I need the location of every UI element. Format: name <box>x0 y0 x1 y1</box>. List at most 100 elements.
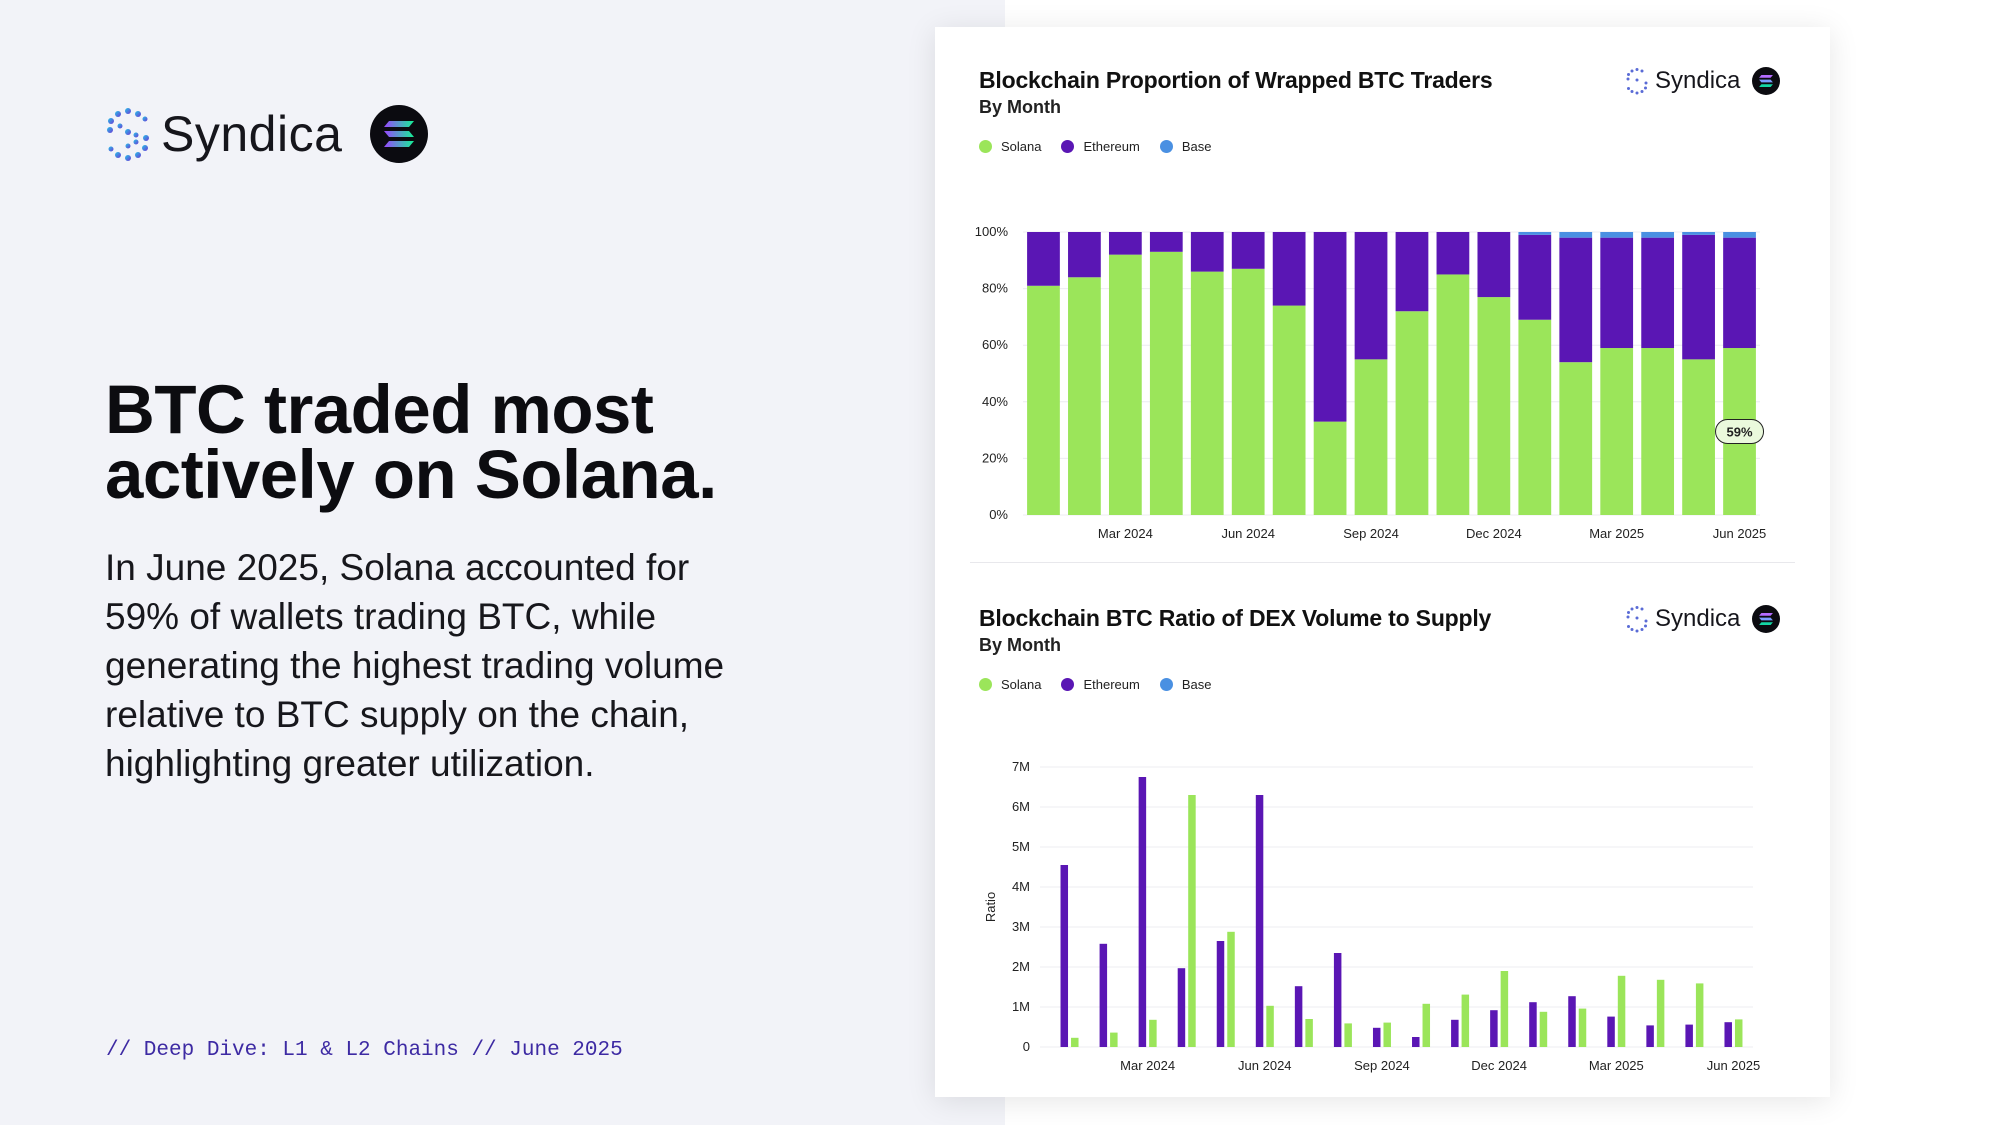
chart2-grouped-bar: 0 1M 2M 3M 4M 5M 6M 7M Ratio Mar 2024 Jun 2024 Sep … <box>983 759 1761 1073</box>
bar-base <box>1641 232 1675 238</box>
bar-base <box>1559 232 1593 238</box>
bar-ethereum <box>1099 943 1108 1047</box>
x-tick-label: Jun 2025 <box>1713 526 1767 541</box>
bar-solana <box>1227 931 1235 1047</box>
charts-card: Blockchain Proportion of Wrapped BTC Tra… <box>935 27 1830 1097</box>
bar-base <box>1600 232 1634 238</box>
bar-solana <box>1266 1005 1274 1047</box>
y-tick-label: 3M <box>1012 919 1030 934</box>
bar-ethereum <box>1333 953 1342 1047</box>
bar-ethereum <box>1216 941 1225 1047</box>
bar-solana <box>1027 285 1060 515</box>
chart1-legend: Solana Ethereum Base <box>979 139 1232 154</box>
bar-ethereum <box>1255 795 1264 1047</box>
syndica-logo-icon <box>1626 606 1648 633</box>
bar-ethereum <box>1412 1037 1420 1047</box>
bar-solana <box>1108 254 1142 515</box>
headline-line-1: BTC traded most <box>105 371 654 448</box>
bar-solana <box>1305 1019 1313 1047</box>
bar-solana <box>1395 311 1429 515</box>
bar-ethereum <box>1231 232 1265 269</box>
x-tick-label: Dec 2024 <box>1466 526 1522 541</box>
bar-ethereum <box>1607 1016 1615 1047</box>
legend-dot-solana <box>979 678 992 691</box>
bar-solana <box>1068 277 1101 515</box>
x-tick-label: Sep 2024 <box>1354 1058 1410 1073</box>
chart2-brand-name: Syndica <box>1655 605 1741 632</box>
y-axis-label: Ratio <box>983 892 998 922</box>
bar-ethereum <box>1372 1027 1381 1047</box>
x-tick-label: Mar 2024 <box>1098 526 1153 541</box>
bar-ethereum <box>1149 232 1183 252</box>
bar-ethereum <box>1477 232 1511 298</box>
bar-ethereum <box>1313 232 1347 422</box>
legend-item-base: Base <box>1159 677 1212 692</box>
bar-ethereum <box>1559 237 1593 363</box>
body-paragraph: In June 2025, Solana accounted for 59% o… <box>105 547 725 784</box>
bar-solana <box>1344 1023 1352 1047</box>
bar-base <box>1723 232 1756 238</box>
x-tick-label: Jun 2024 <box>1221 526 1275 541</box>
legend-item-ethereum: Ethereum <box>1061 677 1140 692</box>
bar-ethereum <box>1068 232 1101 278</box>
annotation-pill <box>1715 419 1765 445</box>
legend-dot-solana <box>979 140 992 153</box>
bar-solana <box>1641 348 1675 515</box>
bar-solana <box>1477 297 1511 515</box>
y-tick-label: 4M <box>1012 879 1030 894</box>
annotation-label: 59% <box>1727 425 1753 440</box>
bar-solana <box>1539 1011 1548 1047</box>
bar-solana <box>1656 979 1665 1047</box>
bar-base <box>1518 232 1552 235</box>
bar-ethereum <box>1177 968 1186 1047</box>
syndica-logo-icon <box>107 108 149 161</box>
legend-label: Solana <box>1001 139 1042 154</box>
bar-ethereum <box>1060 865 1069 1047</box>
bar-solana <box>1617 975 1626 1047</box>
bar-ethereum <box>1490 1010 1498 1047</box>
chart1-brand: Syndica <box>1625 67 1781 95</box>
headline: BTC traded most actively on Solana. <box>105 371 805 509</box>
bar-ethereum <box>1685 1024 1693 1047</box>
y-tick-label: 20% <box>982 450 1008 465</box>
legend-item-solana: Solana <box>979 677 1041 692</box>
bar-solana <box>1149 251 1183 515</box>
x-tick-label: Mar 2024 <box>1120 1058 1175 1073</box>
bar-ethereum <box>1451 1019 1459 1047</box>
bar-solana <box>1559 362 1593 515</box>
legend-dot-ethereum <box>1061 140 1075 153</box>
bar-ethereum <box>1436 232 1470 275</box>
bar-solana <box>1436 274 1470 515</box>
syndica-logo-icon <box>1626 68 1648 95</box>
bar-ethereum <box>1724 1022 1732 1047</box>
legend-label: Ethereum <box>1083 677 1140 692</box>
y-tick-label: 1M <box>1012 999 1030 1014</box>
bar-ethereum <box>1646 1025 1654 1047</box>
chart1-brand-name: Syndica <box>1655 67 1741 94</box>
bar-ethereum <box>1027 232 1060 286</box>
solana-logo-icon <box>1752 67 1781 95</box>
y-tick-label: 60% <box>982 337 1008 352</box>
y-tick-label: 0% <box>989 507 1008 522</box>
x-tick-label: Dec 2024 <box>1471 1058 1527 1073</box>
chart1-subtitle: By Month <box>979 97 1061 117</box>
y-tick-label: 100% <box>975 224 1009 239</box>
y-tick-label: 6M <box>1012 799 1030 814</box>
bar-solana <box>1071 1037 1079 1047</box>
solana-logo-icon <box>370 105 429 163</box>
chart1-title: Blockchain Proportion of Wrapped BTC Tra… <box>979 67 1493 93</box>
bar-ethereum <box>1190 232 1224 272</box>
bar-solana <box>1461 994 1470 1047</box>
bar-solana <box>1354 359 1388 515</box>
x-tick-label: Jun 2025 <box>1707 1058 1761 1073</box>
bar-solana <box>1682 359 1715 515</box>
bar-ethereum <box>1568 996 1576 1047</box>
bar-ethereum <box>1294 986 1303 1047</box>
solana-logo-icon <box>1752 605 1781 633</box>
y-tick-label: 40% <box>982 394 1008 409</box>
bar-solana <box>1734 1019 1743 1047</box>
legend-label: Base <box>1181 139 1212 154</box>
bar-ethereum <box>1600 237 1634 349</box>
y-tick-label: 80% <box>982 281 1008 296</box>
brand-name: Syndica <box>161 106 343 162</box>
